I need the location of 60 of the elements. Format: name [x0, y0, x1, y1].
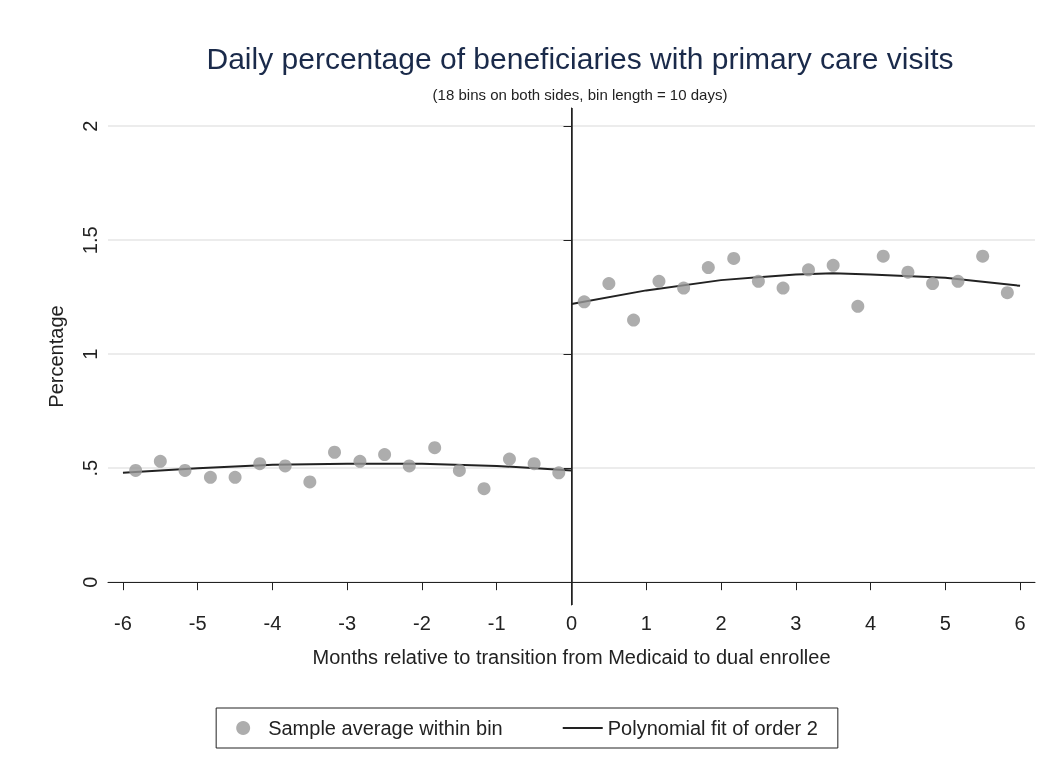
point — [951, 274, 965, 288]
point — [278, 459, 292, 473]
point — [826, 258, 840, 272]
x-tick-label: 1 — [640, 612, 652, 634]
y-axis-title: Percentage — [45, 305, 67, 408]
point — [477, 482, 491, 496]
point — [402, 459, 416, 473]
point — [851, 299, 865, 313]
y-tick-label: .5 — [79, 459, 101, 477]
point — [901, 265, 915, 279]
x-tick-label: 3 — [790, 612, 802, 634]
point — [428, 441, 442, 455]
point — [627, 313, 641, 327]
y-tick-label: 1.5 — [79, 226, 101, 255]
x-tick-label: -1 — [487, 612, 506, 634]
x-axis-title: Months relative to transition from Medicaid to dual enrollee — [312, 646, 831, 668]
x-tick-label: 2 — [715, 612, 727, 634]
x-tick-label: 0 — [565, 612, 578, 634]
y-tick-label: 0 — [79, 576, 101, 588]
point — [552, 466, 566, 480]
point — [802, 263, 815, 277]
x-tick-label: -3 — [338, 612, 357, 634]
chart-title: Daily percentage of beneficiaries with primary care visits — [206, 41, 954, 75]
x-tick-label: 6 — [1014, 612, 1026, 634]
x-tick-label: -6 — [114, 612, 132, 634]
point — [652, 274, 666, 288]
point — [577, 295, 591, 309]
point — [253, 457, 267, 471]
chart-subtitle: (18 bins on both sides, bin length = 10 days) — [432, 86, 728, 103]
point — [602, 277, 616, 291]
point — [303, 475, 317, 489]
point — [701, 261, 715, 275]
point — [976, 249, 990, 263]
point — [876, 249, 890, 263]
x-tick-label: 5 — [939, 612, 951, 634]
point — [1000, 286, 1014, 300]
point — [502, 452, 516, 466]
point — [228, 470, 242, 484]
point — [677, 281, 691, 295]
point — [328, 445, 342, 459]
point — [751, 274, 765, 288]
x-tick-label: -2 — [413, 612, 431, 634]
point — [527, 457, 541, 471]
point — [353, 454, 367, 468]
legend-label: Sample average within bin — [268, 717, 503, 739]
x-tick-label: -4 — [263, 612, 282, 634]
point — [129, 463, 143, 477]
y-tick-label: 1 — [79, 348, 101, 360]
point — [153, 454, 167, 468]
x-tick-label: -5 — [188, 612, 207, 634]
point — [178, 463, 192, 477]
point — [452, 463, 466, 477]
point — [378, 448, 392, 462]
x-tick-label: 4 — [864, 612, 877, 634]
y-tick-label: 2 — [79, 120, 101, 132]
legend-label: Polynomial fit of order 2 — [607, 717, 818, 739]
point — [926, 277, 940, 291]
point — [203, 470, 217, 484]
point — [727, 251, 741, 265]
point — [776, 281, 790, 295]
